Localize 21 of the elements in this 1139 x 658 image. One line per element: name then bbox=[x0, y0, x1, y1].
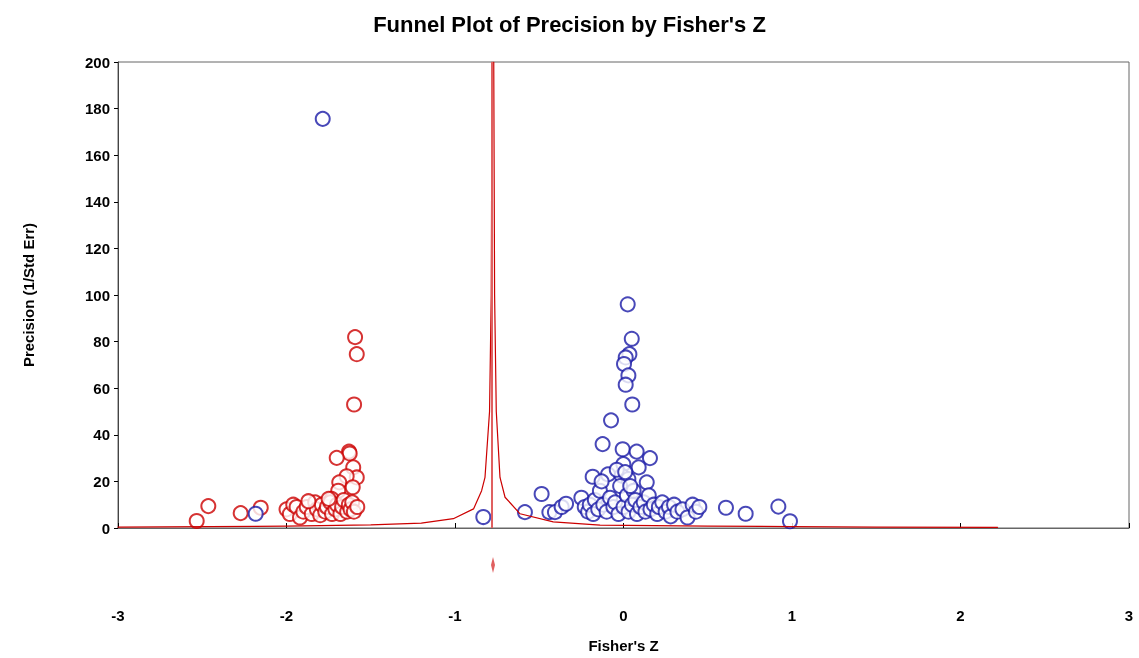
x-axis-title: Fisher's Z bbox=[588, 637, 659, 654]
x-tick-label: -1 bbox=[448, 607, 462, 624]
y-tick-label: 80 bbox=[93, 333, 110, 351]
y-tick-label: 120 bbox=[84, 239, 110, 257]
y-tick-label: 60 bbox=[93, 379, 110, 397]
x-tick-label: 1 bbox=[787, 607, 797, 624]
y-axis-title: Precision (1/Std Err) bbox=[20, 222, 37, 368]
x-tick-label: 3 bbox=[1124, 607, 1134, 624]
x-tick-label: 0 bbox=[619, 607, 628, 624]
x-tick-label: -3 bbox=[111, 607, 125, 624]
y-tick-label: 200 bbox=[84, 53, 110, 71]
y-tick-label: 140 bbox=[84, 193, 110, 211]
y-tick-label: 180 bbox=[84, 100, 110, 118]
y-tick-label: 40 bbox=[93, 426, 110, 444]
y-tick-label: 160 bbox=[84, 146, 110, 164]
chart-title: Funnel Plot of Precision by Fisher's Z bbox=[373, 11, 766, 37]
y-tick-label: 20 bbox=[93, 472, 110, 490]
x-tick-label: 2 bbox=[956, 607, 965, 624]
y-tick-label: 100 bbox=[84, 286, 110, 304]
y-tick-label: 0 bbox=[101, 519, 110, 537]
x-tick-label: -2 bbox=[279, 607, 294, 624]
